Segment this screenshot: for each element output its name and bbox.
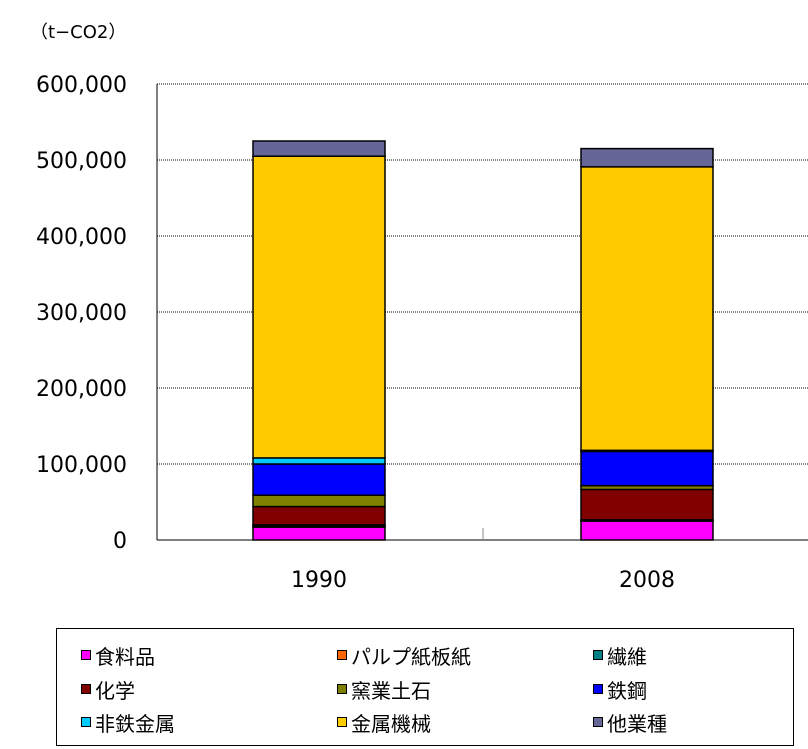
axes <box>156 84 808 541</box>
legend-swatch <box>593 650 603 660</box>
bar-segment <box>580 147 714 168</box>
y-tick-label: 400,000 <box>36 225 127 250</box>
legend-item-steel: 鉄鋼 <box>593 676 647 703</box>
bar-segment <box>252 505 386 526</box>
legend-item-pulp-paper: パルプ紙板紙 <box>337 642 471 669</box>
y-tick-label: 100,000 <box>36 453 127 478</box>
legend-label: 他業種 <box>607 711 667 736</box>
legend-label: 金属機械 <box>351 711 431 736</box>
legend-label: 非鉄金属 <box>95 711 175 736</box>
legend-item-ceramics: 窯業土石 <box>337 676 431 703</box>
legend-item-metal-machinery: 金属機械 <box>337 709 431 736</box>
bar-segment <box>252 494 386 508</box>
legend-label: 化学 <box>95 678 135 703</box>
legend-swatch <box>337 650 347 660</box>
legend-label: パルプ紙板紙 <box>351 644 471 669</box>
legend-swatch <box>337 684 347 694</box>
tick-labels: 0 100,000 200,000 300,000 400,000 500,000 600,… <box>36 73 675 593</box>
bar-segment <box>252 457 386 465</box>
bar-segment <box>252 526 386 541</box>
bar-segment <box>580 520 714 541</box>
y-tick-label: 600,000 <box>36 73 127 98</box>
bar-segment <box>580 166 714 452</box>
y-tick-label: 300,000 <box>36 301 127 326</box>
bar-segment <box>252 463 386 496</box>
legend-swatch <box>593 684 603 694</box>
legend-label: 窯業土石 <box>351 678 431 703</box>
legend-item-food: 食料品 <box>81 642 155 669</box>
legend-item-chemical: 化学 <box>81 676 135 703</box>
legend-swatch <box>81 684 91 694</box>
legend-swatch <box>81 717 91 727</box>
legend-item-other: 他業種 <box>593 709 667 736</box>
x-tick-label: 1990 <box>291 568 347 593</box>
legend: 食料品 パルプ紙板紙 繊維 化学 窯業土石 鉄鋼 非鉄金属 金属機械 他業種 <box>56 628 794 746</box>
legend-swatch <box>337 717 347 727</box>
bar-segment <box>252 140 386 157</box>
unit-label: （t−CO2） <box>30 22 126 43</box>
bar-segment <box>580 450 714 487</box>
y-tick-label: 200,000 <box>36 377 127 402</box>
legend-label: 食料品 <box>95 644 155 669</box>
chart: （t−CO2） 0 100,000 200,000 300,000 400,000 500… <box>30 22 808 593</box>
bar-segment <box>580 488 714 521</box>
legend-label: 鉄鋼 <box>607 678 647 703</box>
legend-item-textile: 繊維 <box>593 642 647 669</box>
y-tick-label: 0 <box>113 529 127 554</box>
x-tick-label: 2008 <box>619 568 675 593</box>
legend-swatch <box>593 717 603 727</box>
legend-item-nonferrous: 非鉄金属 <box>81 709 175 736</box>
legend-swatch <box>81 650 91 660</box>
bars <box>252 140 714 541</box>
bar-segment <box>252 155 386 459</box>
y-tick-label: 500,000 <box>36 149 127 174</box>
legend-label: 繊維 <box>607 644 647 669</box>
